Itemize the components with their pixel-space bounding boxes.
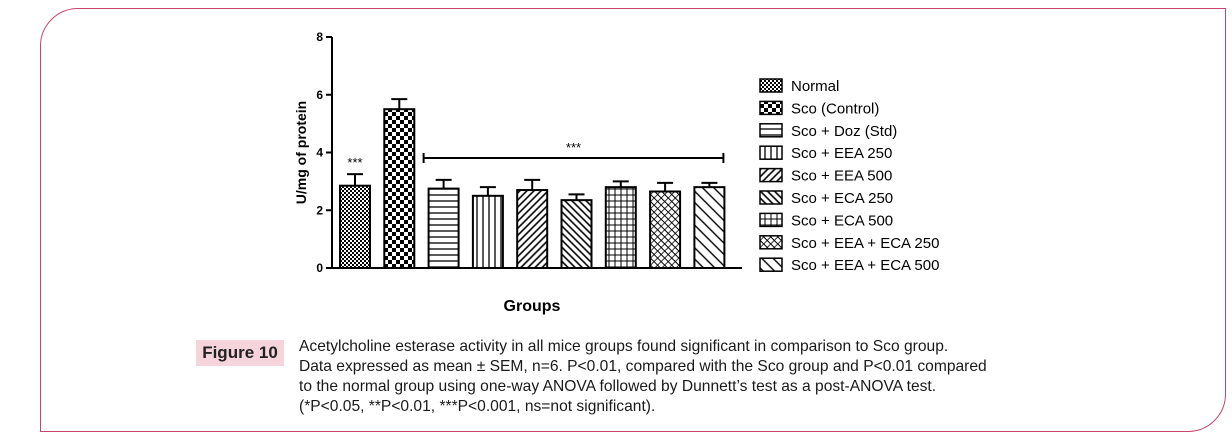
legend-label-0: Normal	[791, 78, 839, 95]
bar-8	[693, 186, 726, 269]
bar-7	[649, 190, 682, 269]
legend-label-2: Sco + Doz (Std)	[791, 123, 897, 140]
bar-0	[339, 184, 371, 269]
legend-swatch-3	[759, 145, 783, 160]
y-tick-label: 6	[316, 88, 323, 102]
significance-groups: ***	[566, 140, 581, 155]
legend-swatch-2	[759, 123, 783, 138]
legend-label-4: Sco + EEA 500	[791, 168, 892, 185]
chart-axes: 0 2 4 6 8 U/mg of protein Groups	[293, 30, 742, 315]
caption-line: (*P<0.05, **P<0.01, ***P<0.001, ns=not s…	[299, 398, 656, 415]
legend-label-8: Sco + EEA + ECA 500	[791, 257, 939, 274]
legend-swatch-8	[759, 257, 783, 272]
legend-label-3: Sco + EEA 250	[791, 145, 892, 162]
figure-caption: Acetylcholine esterase activity in all m…	[299, 337, 1057, 417]
caption-line: Acetylcholine esterase activity in all m…	[299, 338, 949, 355]
bar-3	[471, 194, 504, 269]
legend-swatch-5	[759, 190, 783, 205]
legend-label-5: Sco + ECA 250	[791, 190, 893, 207]
bar-5	[560, 199, 593, 269]
chart-legend: Normal Sco (Control) Sco + Doz (Std) Sco + …	[759, 78, 939, 274]
bar-1	[383, 108, 416, 269]
legend-swatch-4	[759, 167, 783, 183]
chart-bars: *** ***	[339, 98, 726, 270]
legend-swatch-7	[759, 235, 783, 250]
significance-normal: ***	[347, 155, 362, 170]
bar-chart: 0 2 4 6 8 U/mg of protein Groups *** *** Normal…	[293, 30, 939, 315]
legend-label-1: Sco (Control)	[791, 100, 879, 117]
bar-4	[516, 189, 549, 270]
y-tick-label: 4	[316, 146, 323, 160]
bar-2	[427, 187, 460, 269]
legend-label-6: Sco + ECA 500	[791, 212, 893, 229]
legend-swatch-6	[759, 212, 783, 228]
caption-line: to the normal group using one-way ANOVA …	[299, 378, 937, 395]
figure-frame	[40, 8, 1226, 432]
y-tick-label: 8	[316, 30, 323, 44]
y-axis-label: U/mg of protein	[293, 101, 309, 204]
legend-swatch-0	[759, 78, 783, 93]
bar-6	[604, 186, 637, 269]
y-tick-label: 0	[316, 261, 323, 275]
legend-swatch-1	[759, 100, 783, 116]
caption-line: Data expressed as mean ± SEM, n=6. P<0.0…	[299, 358, 987, 375]
x-axis-label: Groups	[504, 298, 561, 315]
legend-label-7: Sco + EEA + ECA 250	[791, 235, 939, 252]
figure-label: Figure 10	[196, 340, 284, 366]
y-tick-label: 2	[316, 203, 323, 217]
